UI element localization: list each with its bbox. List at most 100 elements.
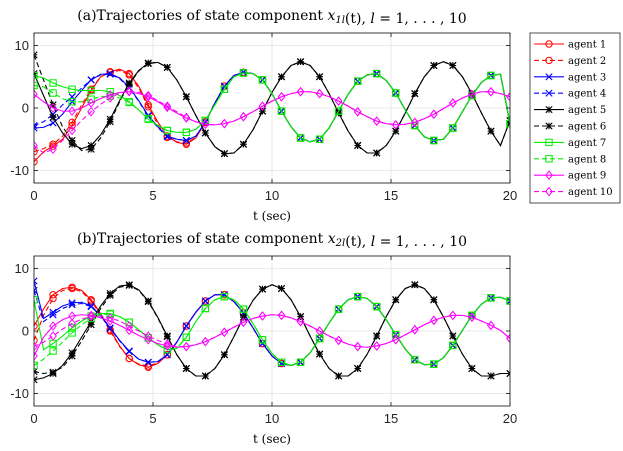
data-point-agent-7 (87, 86, 95, 95)
data-point-agent-1 (34, 158, 38, 166)
data-point-agent-6 (182, 364, 190, 373)
data-point-agent-8 (315, 135, 324, 143)
data-point-agent-6 (106, 118, 114, 126)
data-point-agent-8 (220, 292, 229, 301)
data-point-agent-6 (335, 109, 343, 117)
data-point-agent-6 (258, 107, 267, 115)
data-point-agent-1 (144, 101, 152, 109)
data-point-agent-10 (125, 86, 134, 96)
data-point-agent-8 (182, 333, 191, 341)
x-tick-label: 20 (503, 188, 517, 203)
data-point-agent-10 (220, 118, 229, 129)
data-point-agent-6 (411, 281, 419, 289)
data-point-agent-5 (87, 141, 95, 150)
data-point-agent-2 (68, 118, 76, 127)
data-point-agent-4 (68, 301, 76, 309)
data-point-agent-6 (487, 372, 495, 380)
x-tick-label: 5 (149, 188, 156, 203)
data-point-agent-2 (106, 68, 114, 77)
data-point-agent-8 (430, 136, 438, 145)
data-point-agent-10 (506, 333, 510, 344)
data-point-agent-4 (34, 121, 38, 130)
data-point-agent-10 (391, 120, 400, 130)
x-tick-label: 0 (30, 188, 37, 203)
legend-marker-agent-7 (545, 138, 553, 147)
data-point-agent-2 (87, 297, 95, 305)
data-point-agent-6 (449, 332, 457, 340)
data-point-agent-6 (468, 90, 476, 98)
data-point-agent-6 (277, 284, 286, 293)
data-point-agent-8 (182, 128, 191, 137)
data-point-agent-4 (49, 311, 57, 319)
data-point-agent-9 (125, 325, 134, 336)
data-point-agent-7 (68, 85, 76, 93)
data-point-agent-8 (34, 81, 38, 90)
data-point-agent-10 (106, 93, 115, 103)
legend-marker-agent-8 (545, 155, 553, 163)
data-point-agent-10 (258, 311, 267, 321)
data-point-agent-10 (201, 119, 210, 130)
data-point-agent-10 (87, 106, 95, 117)
data-point-agent-2 (49, 294, 57, 303)
x-axis-label: t (sec) (253, 209, 291, 223)
data-point-agent-8 (468, 311, 476, 320)
x-tick-label: 10 (265, 188, 279, 203)
legend-label-agent-3: agent 3 (568, 72, 606, 83)
data-point-agent-8 (487, 294, 495, 302)
data-point-agent-8 (487, 71, 495, 80)
data-point-agent-6 (163, 333, 171, 341)
data-point-agent-4 (506, 297, 510, 305)
data-point-agent-10 (449, 310, 457, 321)
data-point-agent-2 (201, 297, 210, 305)
legend-marker-agent-1 (545, 40, 553, 48)
data-point-agent-10 (315, 326, 324, 336)
legend: agent 1 agent 2 agent 3 agent 4 agent 5 agent… (529, 32, 621, 204)
data-point-agent-10 (34, 140, 38, 151)
data-point-agent-10 (49, 144, 57, 155)
data-point-agent-1 (49, 291, 57, 299)
data-point-agent-7 (34, 296, 38, 304)
data-point-agent-10 (429, 315, 438, 326)
data-point-agent-1 (34, 322, 38, 330)
data-point-agent-10 (372, 116, 381, 126)
data-point-agent-10 (315, 88, 324, 99)
data-point-agent-2 (144, 103, 152, 111)
data-point-agent-10 (125, 321, 134, 331)
data-point-agent-6 (125, 281, 133, 289)
legend-marker-agent-10 (545, 186, 553, 197)
data-point-agent-6 (430, 61, 438, 70)
legend-marker-agent-6 (545, 122, 553, 130)
data-point-agent-6 (392, 127, 400, 135)
data-point-agent-4 (182, 322, 190, 330)
data-point-agent-10 (468, 89, 476, 100)
data-point-agent-10 (487, 320, 495, 331)
data-point-agent-6 (430, 296, 438, 304)
data-point-agent-6 (201, 372, 209, 380)
chart-title: (a)Trajectories of state component x1l(t… (77, 8, 466, 27)
y-tick-label: -10 (10, 386, 29, 401)
data-point-agent-8 (334, 107, 343, 115)
data-point-agent-8 (239, 305, 248, 313)
data-point-agent-6 (125, 80, 133, 88)
data-point-agent-4 (106, 70, 114, 78)
data-point-agent-8 (277, 358, 286, 366)
data-point-agent-6 (296, 58, 305, 66)
data-point-agent-10 (220, 327, 229, 338)
data-point-agent-10 (296, 316, 305, 327)
data-point-agent-8 (125, 98, 133, 107)
data-point-agent-10 (353, 341, 362, 352)
data-point-agent-10 (334, 96, 343, 106)
data-point-agent-6 (316, 350, 324, 358)
data-point-agent-6 (277, 73, 286, 81)
data-point-agent-6 (87, 321, 95, 329)
data-point-agent-9 (49, 103, 57, 113)
data-point-agent-2 (125, 71, 133, 79)
series-line-agent-6 (34, 54, 510, 155)
data-point-agent-6 (468, 364, 476, 373)
data-point-agent-6 (239, 313, 248, 321)
data-point-agent-6 (87, 145, 95, 153)
data-point-agent-6 (411, 90, 419, 98)
data-point-agent-3 (34, 124, 38, 132)
data-point-agent-9 (68, 106, 76, 116)
legend-label-agent-10: agent 10 (568, 187, 613, 198)
